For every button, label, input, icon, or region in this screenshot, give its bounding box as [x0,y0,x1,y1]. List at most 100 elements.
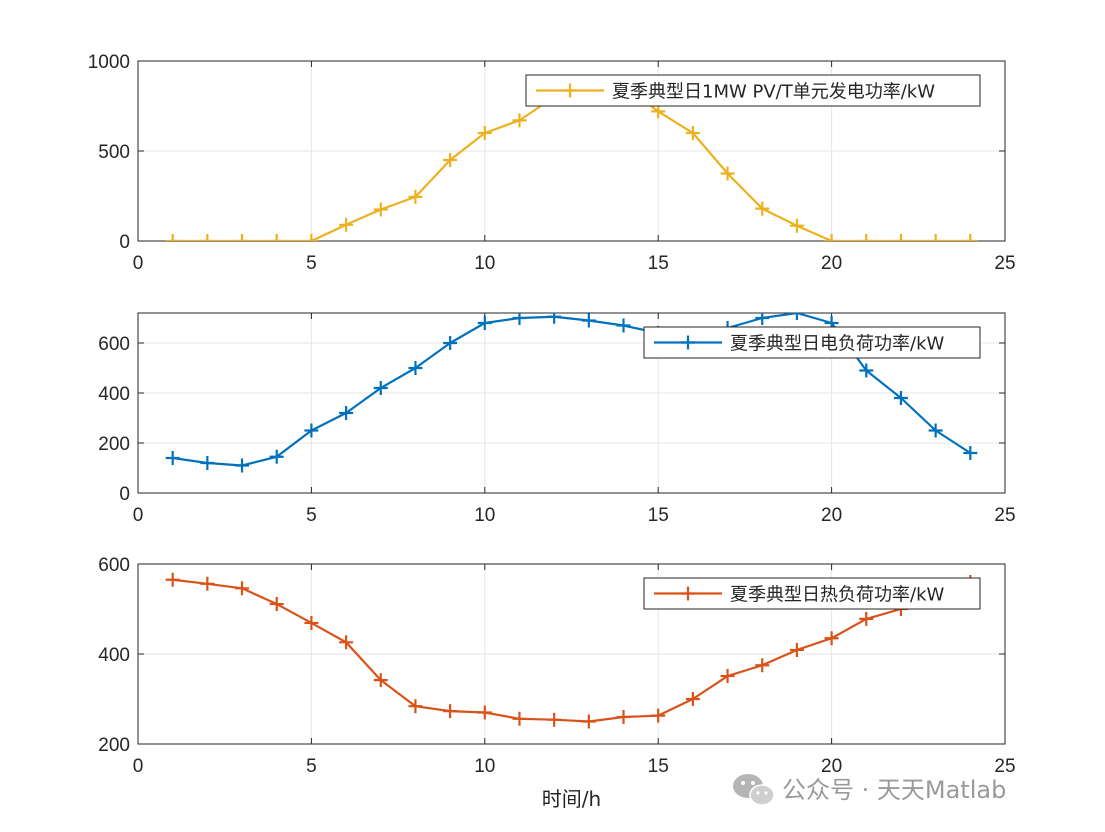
x-tick-label: 25 [994,756,1015,777]
x-tick-label: 0 [133,253,144,274]
data-point [477,316,492,330]
data-point [165,451,180,465]
data-point [755,313,770,325]
series-group [165,572,978,729]
x-tick-label: 15 [648,505,669,526]
data-point [408,189,423,204]
x-tick-label: 0 [133,505,144,526]
y-tick-label: 0 [119,232,130,253]
legend: 夏季典型日热负荷功率/kW [643,577,981,610]
data-point [581,313,596,328]
data-point [269,234,284,241]
data-point [200,234,215,241]
y-tick-label: 400 [98,645,130,666]
data-point [200,576,215,591]
x-tick-label: 20 [821,253,842,274]
data-point [755,658,770,673]
data-point [824,234,839,241]
data-point [165,234,180,241]
data-point [547,313,562,324]
panel-electric-load: 0 5 10 15 20 25 0 200 400 600 夏季典型日电负荷功率/kW [98,312,1016,526]
data-point [616,318,631,333]
data-point [685,692,700,706]
y-tick-label: 1000 [88,52,130,73]
x-tick-label: 25 [994,253,1015,274]
y-tick-label: 200 [98,434,130,455]
x-tick-label: 5 [306,756,317,777]
data-point [443,336,458,350]
data-point [443,704,458,719]
legend-marker [681,586,695,601]
x-tick-label: 10 [474,756,495,777]
data-point [859,611,874,626]
data-point [373,381,388,395]
data-point [512,711,527,726]
data-point [963,234,978,241]
y-tick-label: 500 [98,142,130,163]
y-tick-label: 200 [98,735,130,756]
y-tick-label: 0 [119,484,130,505]
data-point [200,456,215,470]
data-point [477,705,492,720]
data-point [408,699,423,714]
legend-label: 夏季典型日热负荷功率/kW [730,585,944,606]
series-line [172,578,971,723]
data-point [720,669,735,684]
data-point [512,313,527,325]
data-point [928,423,943,438]
data-point [824,631,839,646]
legend-marker [681,335,695,350]
y-tick-label: 600 [98,555,130,576]
x-tick-label: 5 [306,505,317,526]
x-tick-label: 10 [474,505,495,526]
data-point [651,104,666,119]
data-point [755,201,770,216]
data-point [547,712,562,727]
y-tick-label: 600 [98,334,130,355]
x-tick-label: 20 [821,505,842,526]
data-point [685,126,700,140]
data-point [269,597,284,612]
x-tick-label: 15 [648,253,669,274]
panel-heat-load: 0 5 10 15 20 25 200 400 600 夏季典型日热负荷功率/kW 时间/h [98,555,1015,811]
data-point [373,202,388,217]
data-point [789,642,804,657]
legend-label: 夏季典型日电负荷功率/kW [730,334,944,355]
data-point [616,710,631,724]
data-point [512,113,527,128]
legend: 夏季典型日1MW PV/T单元发电功率/kW [525,74,981,107]
legend-marker [563,83,577,98]
x-tick-label: 10 [474,253,495,274]
x-axis-label: 时间/h [542,787,601,811]
x-tick-label: 15 [648,756,669,777]
data-point [235,458,250,473]
data-point [859,234,874,241]
data-point [165,572,180,587]
data-point [339,217,354,232]
data-point [443,153,458,167]
data-point [269,449,284,464]
data-point [373,673,388,688]
data-point [235,581,250,596]
data-point [339,635,354,650]
data-point [963,446,978,460]
x-tick-label: 25 [994,505,1015,526]
data-point [893,234,908,241]
data-point [304,615,319,630]
watermark: 公众号 · 天天Matlab [733,774,1006,806]
data-point [651,708,666,723]
data-point [235,234,250,241]
data-point [720,166,735,181]
panel-pvt-power: 0 5 10 15 20 25 0 500 1000 夏季典型日1MW PV/T单元发电功率/kW [88,52,1016,274]
data-point [477,126,492,140]
data-point [893,391,908,405]
x-tick-label: 20 [821,756,842,777]
data-point [581,714,596,729]
axes-box [137,312,1006,494]
data-point [304,234,319,241]
data-point [304,423,319,438]
legend-label: 夏季典型日1MW PV/T单元发电功率/kW [612,82,935,103]
watermark-text: 公众号 · 天天Matlab [782,776,1006,804]
y-tick-label: 400 [98,384,130,405]
